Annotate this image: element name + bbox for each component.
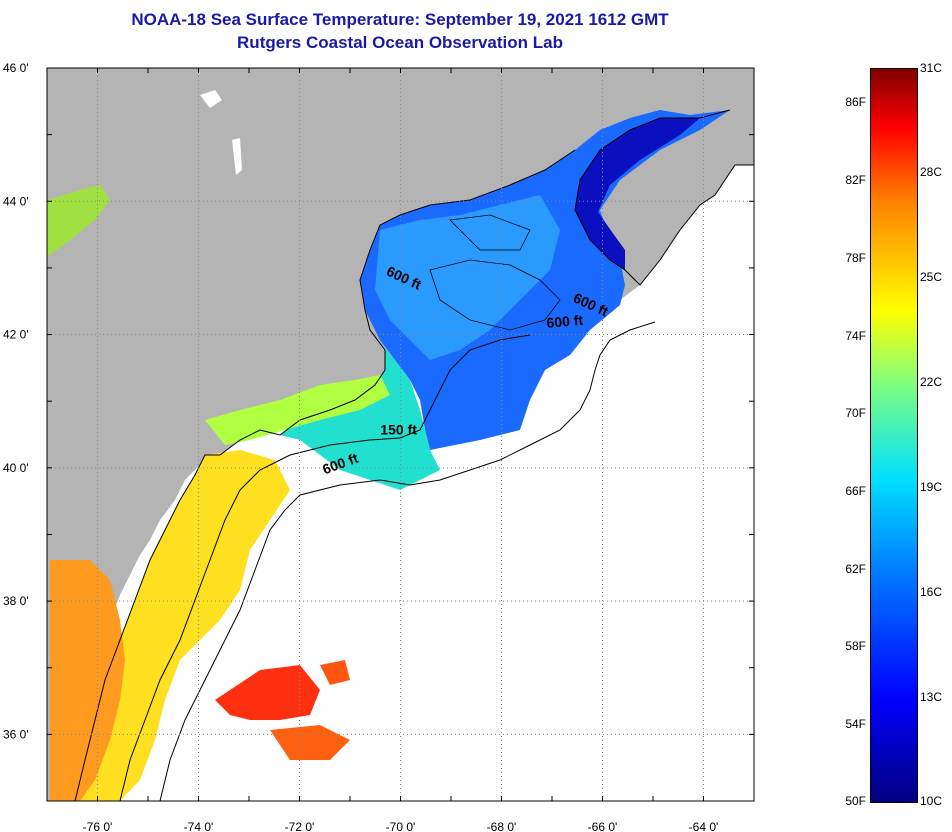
lon-label: -64 0': [689, 820, 719, 832]
depth-contour-600ft: [159, 321, 656, 801]
long-island-sound-sst: [205, 375, 390, 445]
lat-label: 38 0': [3, 594, 29, 608]
colorbar-fahrenheit-label: 78F: [845, 251, 866, 265]
lake: [232, 138, 242, 175]
offshore-warm-patch-3: [320, 660, 350, 685]
temperature-colorbar: [870, 68, 918, 803]
lon-label: -70 0': [386, 820, 416, 832]
lon-label: -76 0': [83, 820, 113, 832]
lat-label: 44 0': [3, 194, 29, 208]
mid-atlantic-shelf-sst: [75, 450, 290, 801]
colorbar-fahrenheit-label: 82F: [845, 173, 866, 187]
lake: [200, 90, 222, 108]
colorbar-celsius-label: 19C: [920, 480, 943, 494]
lat-label: 36 0': [3, 727, 29, 741]
colorbar-celsius-label: 13C: [920, 690, 943, 704]
lat-label: 42 0': [3, 328, 29, 342]
colorbar-celsius-label: 28C: [920, 165, 943, 179]
lat-label: 46 0': [3, 61, 29, 75]
lat-label: 40 0': [3, 461, 29, 475]
chesapeake-sst: [50, 560, 125, 801]
lon-label: -68 0': [487, 820, 517, 832]
great-lake-fragment: [47, 185, 110, 255]
offshore-warm-patch: [215, 665, 320, 720]
bay-of-fundy-sst: [575, 118, 700, 270]
colorbar-fahrenheit-label: 66F: [845, 484, 866, 498]
colorbar-fahrenheit-label: 50F: [845, 794, 866, 808]
map-title: NOAA-18 Sea Surface Temperature: Septemb…: [131, 10, 669, 29]
coastline: [74, 109, 754, 801]
colorbar-fahrenheit-label: 58F: [845, 639, 866, 653]
colorbar-celsius-label: 22C: [920, 375, 943, 389]
colorbar-celsius-label: 16C: [920, 585, 943, 599]
lon-label: -74 0': [184, 820, 214, 832]
depth-contour-150ft: [119, 334, 531, 801]
colorbar-fahrenheit-label: 86F: [845, 95, 866, 109]
depth-contour-label: 600 ft: [546, 312, 584, 331]
colorbar-fahrenheit-label: 54F: [845, 717, 866, 731]
depth-contour-gulf: [429, 214, 561, 331]
depth-contour-label: 150 ft: [380, 422, 417, 438]
offshore-warm-patch-2: [270, 725, 350, 760]
colorbar-fahrenheit-label: 70F: [845, 406, 866, 420]
colorbar-fahrenheit-label: 74F: [845, 329, 866, 343]
gulf-of-maine-sst: [360, 110, 730, 450]
colorbar-celsius-label: 10C: [920, 794, 943, 808]
coastal-maine-sst: [375, 195, 560, 360]
lon-label: -72 0': [285, 820, 315, 832]
colorbar-celsius-label: 31C: [920, 61, 943, 75]
map-subtitle: Rutgers Coastal Ocean Observation Lab: [237, 33, 563, 52]
lon-label: -66 0': [588, 820, 618, 832]
colorbar-fahrenheit-label: 62F: [845, 562, 866, 576]
colorbar-celsius-label: 25C: [920, 270, 943, 284]
